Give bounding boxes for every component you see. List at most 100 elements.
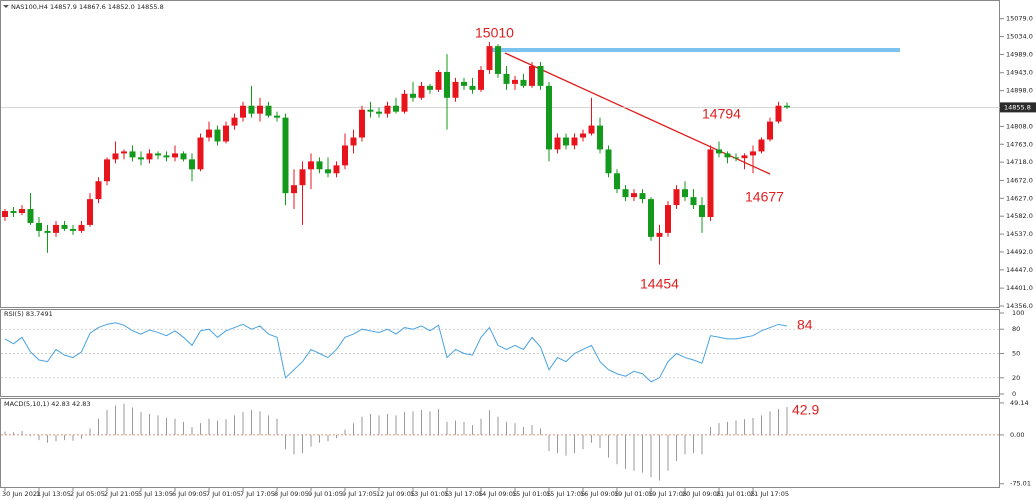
candle-body	[537, 65, 544, 86]
candle-body	[495, 46, 501, 74]
candle-body	[503, 73, 510, 84]
candle-body	[121, 151, 127, 154]
last-price-box	[1000, 102, 1036, 113]
candle-body	[512, 79, 518, 84]
candle-body	[112, 153, 119, 160]
time-label: 2 Jul 21:05	[104, 490, 139, 498]
candle-body	[724, 153, 731, 158]
candle-body	[129, 151, 136, 158]
candle-body	[282, 117, 289, 194]
candle-body	[240, 105, 246, 118]
candle-body	[189, 159, 195, 170]
time-label: 13 Jul 01:05	[410, 490, 449, 498]
candle-body	[699, 205, 705, 217]
candle-body	[291, 185, 297, 194]
candle-body	[716, 149, 722, 154]
candle-body	[10, 211, 17, 214]
time-label: 8 Jul 09:05	[274, 490, 309, 498]
y-tick-label: 14808.0	[1006, 122, 1033, 130]
y-tick-label: 14537.0	[1006, 230, 1033, 238]
y-tick-label: 100	[1012, 309, 1024, 317]
candle-body	[444, 71, 450, 98]
rsi-line	[4, 322, 788, 383]
rsi-panel	[0, 309, 1000, 397]
candle-body	[53, 224, 59, 233]
y-tick-label: 14763.0	[1006, 140, 1033, 148]
candle-body	[418, 85, 425, 98]
candle-body	[639, 193, 646, 200]
y-tick-label: 14492.0	[1006, 248, 1033, 256]
candle-body	[529, 65, 535, 86]
time-label: 7 Jul 17:05	[240, 490, 275, 498]
symbol-header: NAS100,H4 14857.9 14867.6 14852.0 14855.…	[11, 3, 164, 11]
candle-body	[605, 149, 612, 174]
candle-body	[563, 137, 569, 146]
candle-body	[231, 117, 238, 126]
candle-body	[656, 232, 663, 237]
candle-body	[19, 209, 25, 214]
candle-body	[401, 93, 408, 112]
candle-body	[36, 222, 42, 231]
header-arrow	[3, 5, 9, 8]
y-tick-label: 15034.0	[1006, 33, 1033, 41]
candle-body	[546, 85, 552, 150]
candle-body	[78, 224, 85, 231]
y-tick-label: 14943.0	[1006, 69, 1033, 77]
candle-body	[223, 125, 229, 142]
y-tick-label: 14401.0	[1006, 284, 1033, 292]
y-tick-label: 50	[1012, 350, 1020, 358]
candle-body	[690, 197, 697, 206]
candle-body	[733, 157, 739, 159]
candle-body	[614, 173, 620, 190]
candle-body	[325, 169, 331, 174]
candle-body	[461, 81, 467, 86]
y-tick-label: 0	[1012, 390, 1016, 398]
candle-body	[520, 79, 527, 86]
candle-body	[87, 199, 93, 225]
time-label: 13 Jul 17:05	[444, 490, 483, 498]
candle-body	[172, 153, 178, 158]
candle-body	[435, 71, 442, 90]
time-label: 16 Jul 09:05	[580, 490, 619, 498]
level-note: 14677	[745, 189, 784, 205]
candle-body	[767, 121, 773, 140]
candle-body	[206, 129, 212, 138]
last-price-label: 14855.8	[1004, 103, 1031, 111]
candle-body	[70, 228, 76, 231]
time-label: 30 Jun 2021	[2, 490, 41, 498]
y-tick-label: 0.00	[1010, 431, 1024, 439]
y-tick-label: 15079.0	[1006, 15, 1033, 23]
candle-body	[784, 105, 790, 108]
candle-body	[274, 115, 280, 118]
candle-body	[597, 125, 603, 150]
time-label: 9 Jul 17:05	[342, 490, 377, 498]
candle-body	[554, 137, 561, 150]
candle-body	[588, 125, 595, 134]
candle-body	[665, 205, 671, 233]
time-label: 15 Jul 17:05	[546, 490, 585, 498]
macd-title: MACD(5,10,1) 42.83 42.83	[4, 400, 91, 408]
candle-body	[367, 109, 374, 112]
y-tick-label: 80	[1012, 325, 1020, 333]
candle-body	[673, 189, 680, 206]
time-label: 19 Jul 01:05	[614, 490, 653, 498]
y-tick-label: 14989.0	[1006, 50, 1033, 58]
candle-body	[350, 137, 357, 146]
candle-body	[197, 137, 204, 170]
candle-body	[299, 169, 306, 186]
candle-body	[741, 155, 748, 159]
candle-body	[44, 230, 51, 233]
candle-body	[750, 151, 756, 156]
y-tick-label: 14672.0	[1006, 176, 1033, 184]
y-tick-label: 14447.0	[1006, 266, 1033, 274]
candle-body	[452, 81, 459, 98]
candle-body	[384, 105, 391, 114]
candle-body	[359, 109, 365, 138]
candle-body	[707, 149, 714, 217]
candle-body	[571, 137, 578, 146]
y-tick-label: 14718.0	[1006, 158, 1033, 166]
time-label: 9 Jul 01:05	[308, 490, 343, 498]
y-tick-label: 14356.0	[1006, 302, 1033, 310]
time-label: 19 Jul 17:05	[648, 490, 687, 498]
